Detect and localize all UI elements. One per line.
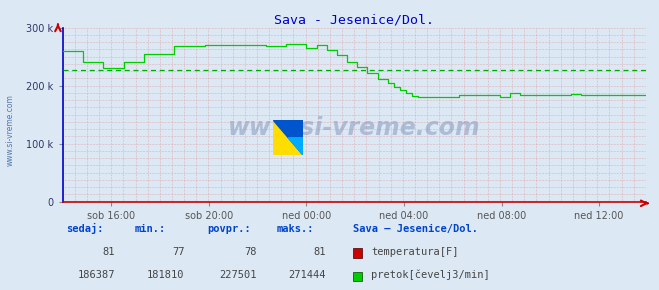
Text: pretok[čevelj3/min]: pretok[čevelj3/min] bbox=[371, 270, 490, 280]
Text: 81: 81 bbox=[103, 247, 115, 257]
Text: 186387: 186387 bbox=[78, 270, 115, 280]
Text: 271444: 271444 bbox=[289, 270, 326, 280]
Text: min.:: min.: bbox=[135, 224, 166, 234]
Polygon shape bbox=[273, 120, 303, 155]
Text: 227501: 227501 bbox=[219, 270, 257, 280]
Polygon shape bbox=[289, 138, 303, 155]
Text: 81: 81 bbox=[314, 247, 326, 257]
Text: 77: 77 bbox=[172, 247, 185, 257]
Text: Sava – Jesenice/Dol.: Sava – Jesenice/Dol. bbox=[353, 224, 478, 234]
Text: www.si-vreme.com: www.si-vreme.com bbox=[228, 117, 480, 140]
Text: povpr.:: povpr.: bbox=[208, 224, 251, 234]
Text: 78: 78 bbox=[244, 247, 257, 257]
Title: Sava - Jesenice/Dol.: Sava - Jesenice/Dol. bbox=[274, 13, 434, 26]
Text: sedaj:: sedaj: bbox=[66, 223, 103, 234]
Polygon shape bbox=[273, 120, 303, 155]
Text: 181810: 181810 bbox=[147, 270, 185, 280]
Text: www.si-vreme.com: www.si-vreme.com bbox=[5, 95, 14, 166]
Text: maks.:: maks.: bbox=[277, 224, 314, 234]
Text: temperatura[F]: temperatura[F] bbox=[371, 247, 459, 257]
